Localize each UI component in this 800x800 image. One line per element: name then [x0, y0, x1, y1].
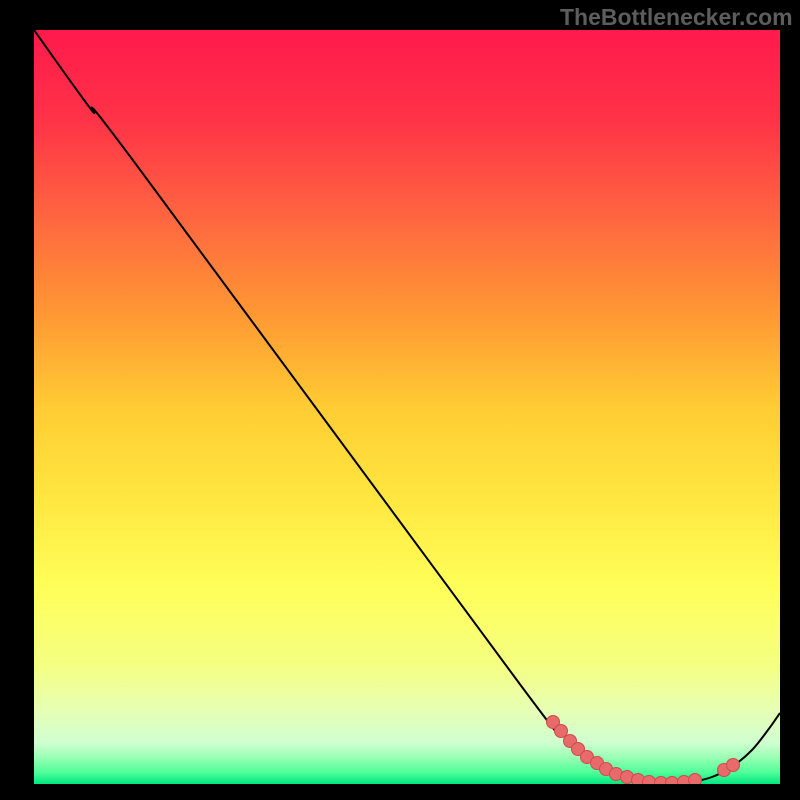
- watermark-text: TheBottlenecker.com: [560, 4, 793, 31]
- frame-border: [780, 0, 800, 800]
- data-marker: [727, 759, 740, 772]
- bottleneck-chart: [0, 0, 800, 800]
- frame-border: [0, 0, 34, 800]
- gradient-background: [34, 30, 780, 784]
- frame-border: [0, 784, 800, 800]
- data-marker: [555, 725, 568, 738]
